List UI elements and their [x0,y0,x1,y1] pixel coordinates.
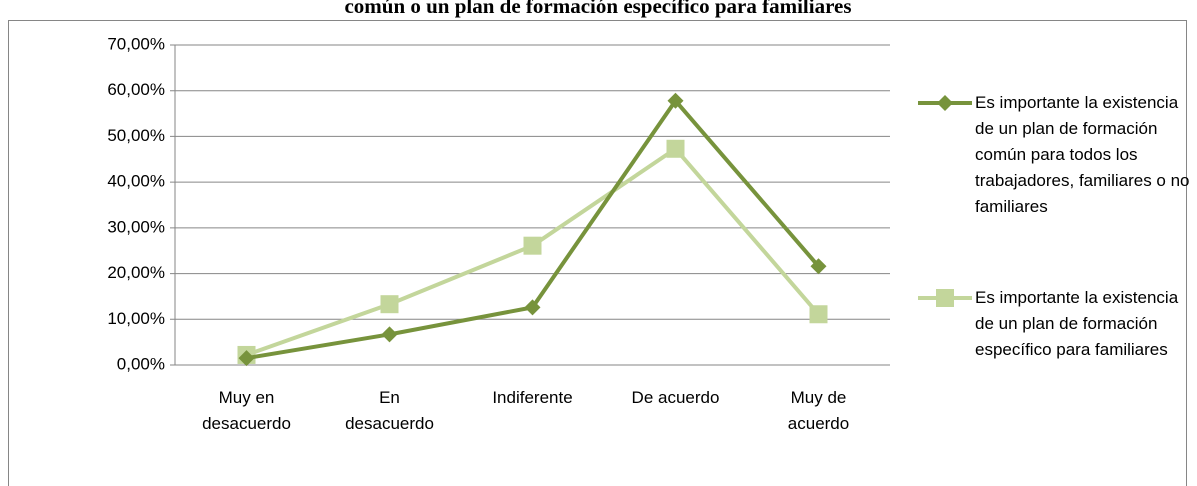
x-tick-label: Indiferente [492,388,573,407]
point [667,92,684,109]
y-tick-label: 30,00% [107,217,165,236]
point [666,139,685,158]
y-tick-label: 40,00% [107,172,165,191]
point [380,295,399,314]
y-tick-label: 20,00% [107,263,165,282]
point [381,326,398,343]
x-tick-label: En desacuerdo [345,388,434,433]
x-tick-label: Muy de acuerdo [787,388,850,433]
x-tick-label: Muy en desacuerdo [202,388,291,433]
y-tick-label: 70,00% [107,34,165,53]
point [523,236,542,255]
point [809,305,828,324]
chart-title: común o un plan de formación específico … [344,0,851,18]
y-tick-label: 60,00% [107,80,165,99]
legend-marker [936,289,954,307]
x-tick-label: De acuerdo [631,388,720,407]
point [524,299,541,316]
y-tick-label: 50,00% [107,126,165,145]
y-tick-label: 0,00% [117,354,165,373]
legend-label: Es importante la existencia de un plan d… [975,93,1190,216]
y-tick-label: 10,00% [107,309,165,328]
point [238,350,255,367]
legend-marker [937,95,953,111]
chart-frame [8,20,1187,486]
point [810,258,827,275]
legend-label: Es importante la existencia de un plan d… [975,288,1179,359]
